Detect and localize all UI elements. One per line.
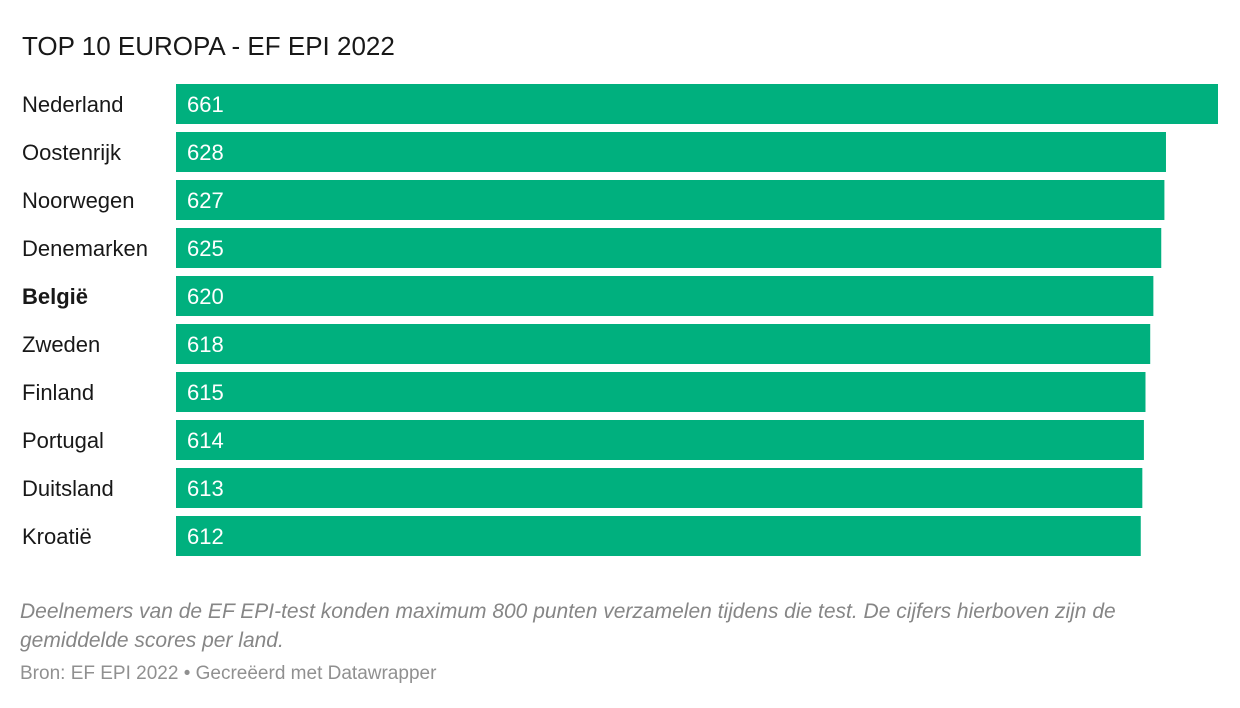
value-label: 612 [187,524,224,549]
value-label: 614 [187,428,224,453]
bar-row: Noorwegen 627 [22,180,1165,220]
bar [176,84,1218,124]
category-label: Oostenrijk [22,140,122,165]
bar [176,372,1146,412]
category-label: Kroatië [22,524,92,549]
bar [176,180,1165,220]
bar-row: Nederland 661 [22,84,1218,124]
bar [176,228,1162,268]
bar-row: Zweden 618 [22,324,1151,364]
category-label: België [22,284,88,309]
category-label: Duitsland [22,476,114,501]
category-label: Denemarken [22,236,148,261]
category-label: Noorwegen [22,188,135,213]
bar-chart: Nederland 661 Oostenrijk 628 Noorwegen 627 Den… [22,84,1218,556]
value-label: 625 [187,236,224,261]
category-label: Finland [22,380,94,405]
bar-row: België 620 [22,276,1154,316]
value-label: 661 [187,92,224,117]
bar-row: Oostenrijk 628 [22,132,1166,172]
chart-notes: Deelnemers van de EF EPI-test konden max… [20,600,1116,652]
bar [176,420,1144,460]
value-label: 618 [187,332,224,357]
bar [176,516,1141,556]
category-label: Zweden [22,332,100,357]
category-label: Nederland [22,92,124,117]
bar [176,132,1166,172]
value-label: 627 [187,188,224,213]
bar-row: Duitsland 613 [22,468,1143,508]
bar-row: Kroatië 612 [22,516,1141,556]
value-label: 620 [187,284,224,309]
bar-row: Portugal 614 [22,420,1144,460]
bar-row: Denemarken 625 [22,228,1162,268]
value-label: 628 [187,140,224,165]
bar [176,276,1154,316]
bar [176,468,1143,508]
category-label: Portugal [22,428,104,453]
bar [176,324,1151,364]
value-label: 615 [187,380,224,405]
chart-title: TOP 10 EUROPA - EF EPI 2022 [22,31,395,61]
chart-source: Bron: EF EPI 2022 • Gecreëerd met Datawr… [20,663,437,684]
value-label: 613 [187,476,224,501]
bar-row: Finland 615 [22,372,1146,412]
